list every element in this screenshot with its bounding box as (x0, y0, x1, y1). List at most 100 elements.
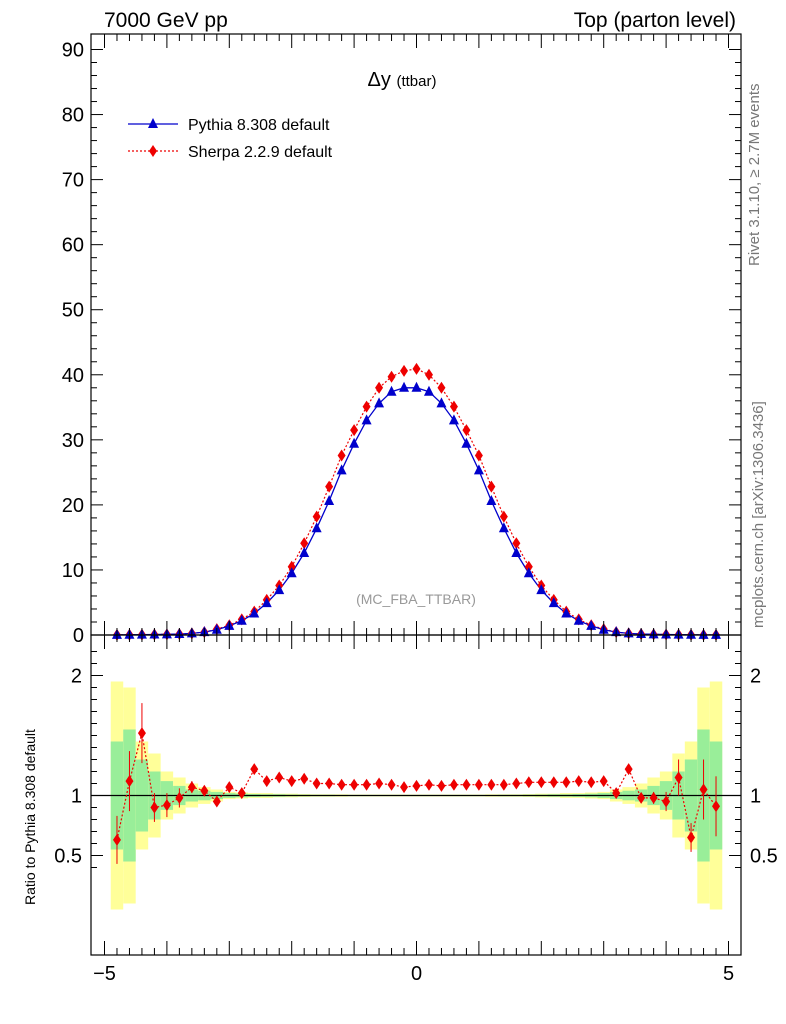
ratio-sherpa-point (699, 783, 708, 796)
ratio-ytick-label-right: 2 (750, 666, 761, 688)
pythia-point (311, 522, 322, 533)
main-ytick-label: 20 (62, 495, 84, 517)
side-label-mcplots: mcplots.cern.ch [arXiv:1306.3436] (750, 401, 767, 628)
pythia-point (436, 397, 447, 408)
legend: Pythia 8.308 default Sherpa 2.2.9 defaul… (128, 117, 333, 161)
ratio-sherpa-point (312, 777, 321, 790)
ratio-xtick-label: 5 (723, 963, 734, 985)
ratio-sherpa-point (250, 763, 259, 776)
pythia-point (486, 494, 497, 505)
legend-pythia-marker (148, 118, 158, 128)
sherpa-point (524, 560, 533, 573)
pythia-point (336, 464, 347, 475)
ratio-panel: −5 0 5 0.5 0.5 1 1 2 2 (54, 634, 778, 985)
sherpa-point (337, 449, 346, 462)
ratio-sherpa-point (237, 787, 246, 800)
ratio-sherpa-point (112, 833, 121, 846)
ratio-sherpa-point (137, 727, 146, 740)
ratio-sherpa-point (637, 791, 646, 804)
ratio-sherpa-point (624, 763, 633, 776)
pythia-point (399, 381, 410, 392)
main-title-sub: (ttbar) (396, 73, 436, 90)
ratio-sherpa-point (512, 777, 521, 790)
ratio-sherpa-point (300, 772, 309, 785)
ratio-ytick-label-right: 0.5 (750, 846, 778, 868)
pythia-point (274, 584, 285, 595)
main-ytick-label: 60 (62, 235, 84, 257)
ratio-sherpa-point (200, 784, 209, 797)
ratio-sherpa-point (412, 779, 421, 792)
pythia-point (261, 597, 272, 608)
ratio-sherpa-point (674, 771, 683, 784)
sherpa-point (487, 480, 496, 493)
ratio-sherpa-point (487, 778, 496, 791)
pythia-point (349, 437, 360, 448)
ratio-sherpa-point (350, 778, 359, 791)
ratio-sherpa-point (499, 778, 508, 791)
pythia-point (249, 607, 260, 618)
pythia-point (286, 567, 297, 578)
pythia-point (473, 464, 484, 475)
sherpa-point (300, 537, 309, 550)
pythia-point (386, 385, 397, 396)
pythia-point (236, 614, 247, 625)
ratio-sherpa-point (337, 778, 346, 791)
sherpa-point (387, 370, 396, 383)
ratio-ytick-label-left: 0.5 (54, 846, 82, 868)
sherpa-point (400, 364, 409, 377)
main-title-symbol: Δy (368, 69, 391, 91)
ratio-ytick-label-right: 1 (750, 786, 761, 808)
main-ytick-label: 30 (62, 430, 84, 452)
ratio-sherpa-point (275, 771, 284, 784)
ratio-ytick-label-left: 2 (71, 666, 82, 688)
ratio-sherpa-point (549, 776, 558, 789)
sherpa-point (499, 510, 508, 523)
sherpa-point (462, 424, 471, 437)
main-ytick-label: 0 (73, 625, 84, 647)
sherpa-point (350, 424, 359, 437)
main-ytick-label: 90 (62, 40, 84, 62)
main-panel: 0 10 20 30 40 50 60 70 80 90 (62, 33, 742, 647)
ratio-sherpa-point (662, 795, 671, 808)
ratio-sherpa-point (612, 787, 621, 800)
legend-pythia-label: Pythia 8.308 default (188, 117, 330, 134)
pythia-point (374, 397, 385, 408)
ratio-sherpa-point (649, 791, 658, 804)
pythia-point (423, 385, 434, 396)
sherpa-point (437, 381, 446, 394)
sherpa-point (375, 381, 384, 394)
pythia-point (498, 522, 509, 533)
sherpa-point (424, 368, 433, 381)
sherpa-point (512, 537, 521, 550)
ratio-sherpa-point (712, 800, 721, 813)
pythia-point (548, 597, 559, 608)
pythia-point (586, 619, 597, 630)
pythia-point (536, 584, 547, 595)
ratio-sherpa-point (325, 777, 334, 790)
main-ytick-label: 40 (62, 365, 84, 387)
ratio-sherpa-point (424, 778, 433, 791)
pythia-point (461, 437, 472, 448)
ratio-sherpa-point (524, 776, 533, 789)
ratio-sherpa-point (574, 775, 583, 788)
pythia-point (324, 494, 335, 505)
main-title: Δy (ttbar) (368, 69, 437, 91)
legend-sherpa-label: Sherpa 2.2.9 default (188, 144, 333, 161)
ratio-sherpa-point (474, 778, 483, 791)
sherpa-point (474, 449, 483, 462)
ratio-sherpa-point (150, 801, 159, 814)
ratio-sherpa-point (449, 778, 458, 791)
ratio-sherpa-point (437, 779, 446, 792)
ratio-sherpa-point (599, 775, 608, 788)
sherpa-point (449, 400, 458, 413)
pythia-point (299, 547, 310, 558)
main-ytick-label: 80 (62, 105, 84, 127)
ratio-sherpa-point (287, 775, 296, 788)
ratio-sherpa-point (562, 776, 571, 789)
legend-sherpa-marker (149, 145, 157, 157)
ratio-sherpa-point (400, 781, 409, 794)
ratio-sherpa-point (225, 781, 234, 794)
main-ytick-label: 70 (62, 170, 84, 192)
sherpa-point (362, 400, 371, 413)
